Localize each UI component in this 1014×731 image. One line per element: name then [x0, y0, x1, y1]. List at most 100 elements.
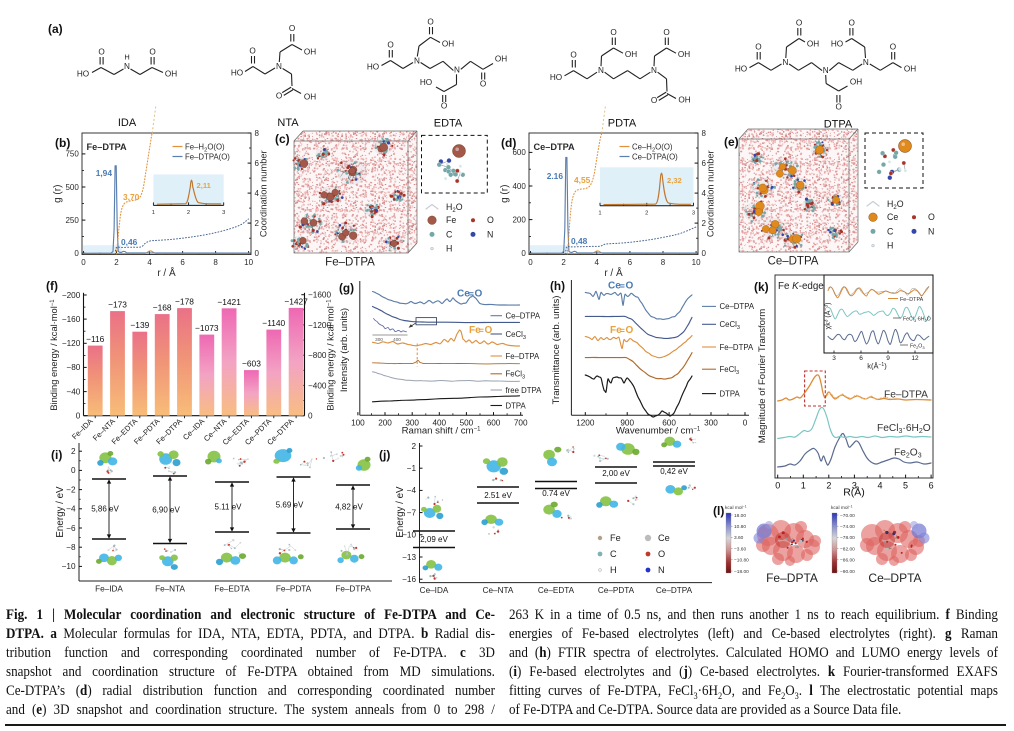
svg-text:O: O [387, 41, 393, 50]
svg-text:300: 300 [375, 337, 383, 342]
svg-text:−139: −139 [130, 320, 149, 330]
svg-text:−10: −10 [62, 562, 76, 571]
svg-text:Fe2O3: Fe2O3 [910, 344, 925, 351]
svg-text:−3.60: −3.60 [734, 546, 746, 552]
svg-text:DTPA: DTPA [824, 119, 853, 131]
svg-text:O: O [98, 48, 104, 57]
svg-text:O: O [849, 19, 855, 28]
svg-text:N: N [928, 226, 934, 236]
svg-text:−10.80: −10.80 [734, 558, 749, 564]
svg-text:600: 600 [512, 148, 526, 157]
svg-text:600: 600 [487, 418, 501, 427]
svg-text:O: O [485, 325, 493, 336]
svg-text:8: 8 [661, 258, 666, 267]
svg-text:2: 2 [411, 442, 416, 451]
svg-text:2: 2 [645, 210, 648, 216]
svg-text:N: N [598, 66, 604, 75]
svg-text:N: N [823, 66, 829, 75]
svg-text:6: 6 [255, 159, 260, 168]
svg-text:(e): (e) [724, 135, 739, 149]
svg-text:HO: HO [550, 73, 562, 82]
svg-text:N: N [414, 57, 420, 66]
svg-text:HO: HO [420, 78, 432, 87]
svg-text:6: 6 [859, 355, 863, 362]
svg-text:OH: OH [678, 96, 690, 105]
svg-text:600: 600 [662, 418, 676, 427]
svg-text:Ce: Ce [887, 212, 898, 222]
svg-text:0: 0 [76, 412, 81, 421]
svg-text:O: O [836, 103, 842, 112]
svg-text:Fe–PDTA: Fe–PDTA [276, 585, 312, 594]
svg-text:−1200: −1200 [308, 321, 331, 330]
svg-text:8: 8 [702, 129, 707, 138]
svg-text:k(Å−1): k(Å−1) [867, 362, 887, 371]
svg-text:Fe–DTPA: Fe–DTPA [506, 352, 540, 361]
svg-text:Fe–DTPA: Fe–DTPA [335, 585, 371, 594]
svg-text:Raman shift / cm−1: Raman shift / cm−1 [402, 426, 481, 437]
svg-text:FeCl3·6H2O: FeCl3·6H2O [877, 423, 931, 435]
svg-text:−173: −173 [108, 300, 127, 310]
svg-text:900: 900 [620, 418, 634, 427]
svg-text:2: 2 [702, 219, 707, 228]
svg-text:(k): (k) [754, 280, 769, 294]
svg-text:3: 3 [692, 210, 695, 216]
svg-text:Energy / eV: Energy / eV [55, 486, 66, 538]
svg-text:Coordination number: Coordination number [706, 150, 716, 237]
svg-text:N: N [651, 66, 657, 75]
svg-text:2.16: 2.16 [547, 171, 564, 181]
svg-text:Ce–DTPA: Ce–DTPA [506, 312, 541, 321]
svg-text:N: N [487, 229, 493, 239]
svg-text:9: 9 [886, 355, 890, 362]
svg-text:100: 100 [351, 418, 365, 427]
svg-text:kcal mol−1: kcal mol−1 [831, 505, 853, 512]
svg-text:OH: OH [495, 55, 507, 64]
svg-text:8: 8 [213, 258, 218, 267]
svg-text:6: 6 [702, 159, 707, 168]
svg-text:10: 10 [244, 258, 253, 267]
svg-text:Ce: Ce [457, 289, 470, 300]
svg-text:0: 0 [71, 466, 76, 475]
svg-text:−90.00: −90.00 [840, 569, 855, 575]
svg-text:2: 2 [826, 481, 831, 491]
svg-text:10.80: 10.80 [734, 524, 746, 530]
svg-text:free DTPA: free DTPA [506, 386, 543, 395]
svg-text:(b): (b) [55, 136, 70, 150]
svg-text:H: H [887, 241, 893, 251]
svg-text:3: 3 [222, 210, 225, 216]
svg-text:0: 0 [74, 249, 79, 258]
svg-text:5.69 eV: 5.69 eV [276, 501, 304, 510]
svg-text:4,55: 4,55 [574, 175, 591, 185]
svg-text:Ce: Ce [608, 281, 621, 292]
svg-text:O: O [890, 43, 896, 52]
svg-text:(g): (g) [339, 281, 354, 295]
svg-text:Transmittance (arb. units): Transmittance (arb. units) [551, 296, 562, 405]
svg-text:OH: OH [304, 93, 316, 102]
svg-text:O: O [475, 289, 483, 300]
svg-text:−82.00: −82.00 [840, 546, 855, 552]
svg-text:Fe–H2O(O): Fe–H2O(O) [185, 143, 225, 154]
svg-text:DTPA: DTPA [720, 389, 741, 398]
svg-text:kcal mol−1: kcal mol−1 [725, 505, 747, 512]
svg-text:4: 4 [255, 189, 260, 198]
svg-text:0,46: 0,46 [121, 237, 138, 247]
svg-text:r / Å: r / Å [604, 266, 623, 279]
svg-text:6: 6 [628, 258, 633, 267]
svg-text:−7: −7 [407, 508, 417, 517]
svg-text:−10: −10 [402, 531, 416, 540]
svg-text:1: 1 [598, 210, 601, 216]
svg-text:OH: OH [442, 40, 454, 49]
svg-text:DTPA: DTPA [506, 401, 527, 410]
svg-text:HO: HO [735, 65, 747, 74]
svg-text:O: O [149, 48, 155, 57]
svg-text:2: 2 [71, 447, 76, 456]
svg-text:(l): (l) [713, 504, 724, 518]
svg-text:Ce–EDTA: Ce–EDTA [538, 586, 575, 595]
svg-text:Ce: Ce [658, 533, 670, 543]
svg-text:500: 500 [460, 418, 474, 427]
svg-text:O: O [480, 80, 486, 89]
svg-text:−74.00: −74.00 [840, 524, 855, 530]
svg-text:NTA: NTA [277, 117, 299, 129]
svg-text:400: 400 [432, 418, 446, 427]
svg-text:4: 4 [595, 258, 600, 267]
svg-text:Magnitude of Fourier Transform: Magnitude of Fourier Transform [757, 309, 768, 443]
